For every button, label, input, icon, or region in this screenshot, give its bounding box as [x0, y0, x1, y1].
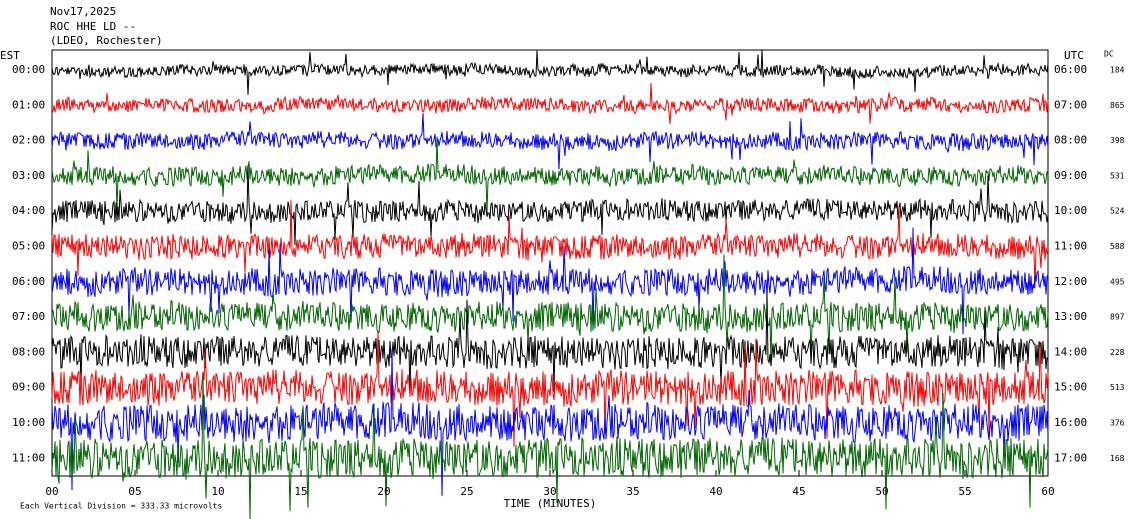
dc-value: 495: [1110, 277, 1125, 286]
trace: [51, 330, 1049, 447]
utc-label: 09:00: [1054, 169, 1087, 182]
trace: [51, 373, 1049, 519]
x-tick-label: 40: [709, 485, 722, 498]
est-label: 02:00: [12, 134, 45, 147]
x-tick-label: 00: [45, 485, 58, 498]
trace: [51, 136, 1049, 214]
trace: [51, 254, 1049, 363]
trace: [51, 113, 1049, 170]
est-label: 11:00: [12, 451, 45, 464]
x-axis-label: TIME (MINUTES): [504, 497, 597, 510]
x-tick-label: 55: [958, 485, 971, 498]
scale-note: Each Vertical Division = 333.33 microvol…: [20, 502, 222, 511]
utc-label: 12:00: [1054, 275, 1087, 288]
trace: [51, 227, 1049, 335]
est-label: 04:00: [12, 204, 45, 217]
utc-label: 11:00: [1054, 240, 1087, 253]
x-tick-label: 15: [294, 485, 307, 498]
station: ROC HHE LD --: [50, 20, 136, 33]
trace: [51, 290, 1049, 394]
trace: [51, 83, 1049, 124]
utc-label: 08:00: [1054, 134, 1087, 147]
utc-label: 07:00: [1054, 98, 1087, 111]
x-tick-label: 50: [875, 485, 888, 498]
trace: [51, 200, 1049, 289]
dc-value: 184: [1110, 66, 1125, 75]
x-tick-label: 45: [792, 485, 805, 498]
trace: [51, 49, 1049, 95]
dc-label: DC: [1104, 50, 1114, 59]
utc-label: 13:00: [1054, 310, 1087, 323]
utc-label: 16:00: [1054, 416, 1087, 429]
est-label: 08:00: [12, 345, 45, 358]
est-label: 03:00: [12, 169, 45, 182]
utc-label: 14:00: [1054, 345, 1087, 358]
est-label: 00:00: [12, 63, 45, 76]
traces: [51, 49, 1049, 519]
right-label: UTC: [1064, 49, 1084, 62]
est-label: 06:00: [12, 275, 45, 288]
dc-value: 588: [1110, 242, 1125, 251]
est-label: 07:00: [12, 310, 45, 323]
utc-label: 06:00: [1054, 63, 1087, 76]
est-label: 09:00: [12, 381, 45, 394]
dc-value: 228: [1110, 348, 1125, 357]
est-label: 01:00: [12, 98, 45, 111]
x-tick-label: 10: [211, 485, 224, 498]
dc-value: 865: [1110, 101, 1125, 110]
dc-value: 513: [1110, 383, 1125, 392]
dc-value: 897: [1110, 313, 1125, 322]
utc-label: 10:00: [1054, 204, 1087, 217]
trace: [51, 349, 1049, 496]
dc-value: 376: [1110, 419, 1125, 428]
utc-label: 15:00: [1054, 381, 1087, 394]
x-tick-label: 35: [626, 485, 639, 498]
est-label: 10:00: [12, 416, 45, 429]
date: Nov17,2025: [50, 5, 116, 18]
x-tick-label: 30: [543, 485, 556, 498]
x-tick-label: 05: [128, 485, 141, 498]
dc-value: 524: [1110, 207, 1125, 216]
left-label: EST: [0, 49, 20, 62]
utc-label: 17:00: [1054, 451, 1087, 464]
est-label: 05:00: [12, 240, 45, 253]
x-tick-label: 20: [377, 485, 390, 498]
location: (LDEO, Rochester): [50, 34, 163, 47]
dc-value: 168: [1110, 454, 1125, 463]
dc-value: 398: [1110, 136, 1125, 145]
x-tick-label: 25: [460, 485, 473, 498]
trace: [51, 165, 1049, 246]
dc-value: 531: [1110, 171, 1125, 180]
x-tick-label: 60: [1041, 485, 1054, 498]
